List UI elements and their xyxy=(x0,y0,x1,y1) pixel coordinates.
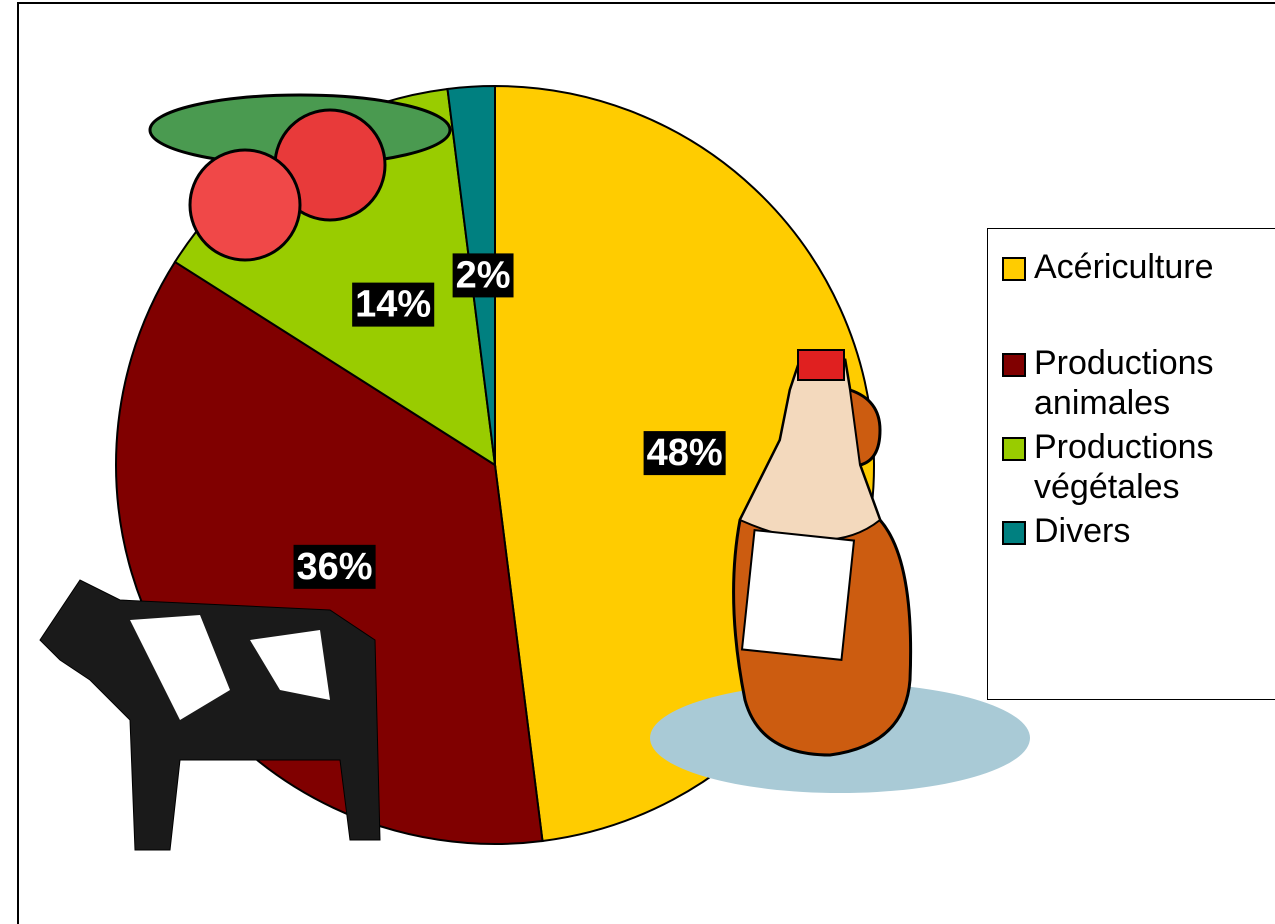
decor-label xyxy=(742,530,854,660)
legend-entry: Acériculture xyxy=(1002,247,1275,287)
legend-label: Productions animales xyxy=(1034,343,1262,423)
legend-entry: Productions animales xyxy=(1002,343,1275,423)
legend-label: Acériculture xyxy=(1034,247,1262,287)
decor-tomato xyxy=(190,150,300,260)
legend-label: Divers xyxy=(1034,511,1262,551)
legend-swatch xyxy=(1002,521,1026,545)
legend-entry: Divers xyxy=(1002,511,1275,551)
decor-cap xyxy=(798,350,844,380)
data-label-text: 36% xyxy=(297,546,373,588)
legend-swatch xyxy=(1002,353,1026,377)
page: 48% 36% 14% 2% Acériculture Productions anim… xyxy=(0,0,1275,924)
legend-swatch xyxy=(1002,257,1026,281)
legend-swatch xyxy=(1002,437,1026,461)
data-label: 14% xyxy=(352,283,434,327)
data-label: 2% xyxy=(453,253,514,297)
data-label: 36% xyxy=(294,545,376,589)
data-label-text: 48% xyxy=(647,432,723,474)
data-label-text: 14% xyxy=(355,284,431,326)
legend-label: Productions végétales xyxy=(1034,427,1262,507)
data-label-text: 2% xyxy=(456,254,511,296)
data-label: 48% xyxy=(644,431,726,475)
legend-entry: Productions végétales xyxy=(1002,427,1275,507)
decor-cow xyxy=(40,580,380,850)
